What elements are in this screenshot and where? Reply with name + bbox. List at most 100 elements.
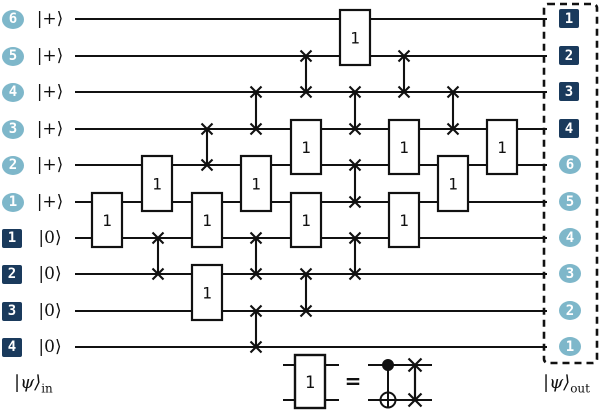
qubit-badge-left-2: 5: [2, 46, 24, 66]
swap-gate: [348, 158, 362, 209]
psi-in-sub: in: [41, 381, 53, 396]
swap-cross-icon: [249, 340, 263, 354]
legend: [283, 353, 432, 410]
gate-label: 1: [497, 138, 507, 157]
swap-cross-icon: [249, 122, 263, 136]
gate-box: 1: [485, 118, 519, 176]
legend-equals-sign: =: [344, 369, 362, 393]
gate-box: 1: [289, 191, 323, 249]
gate-box: 1: [387, 118, 421, 176]
gate-box: 1: [289, 118, 323, 176]
ket-label: |+⟩: [36, 155, 64, 175]
gate-box-rect: [190, 191, 224, 249]
wire-row-left-4: 3 |+⟩: [2, 118, 63, 140]
qubit-badge-right-4: 4: [559, 119, 579, 138]
swap-cross-icon: [397, 85, 411, 99]
cnot-control-dot: [382, 359, 394, 371]
gate-label: 1: [301, 211, 311, 230]
wire-row-left-1: 6 |+⟩: [2, 8, 63, 30]
qubit-badge-right-3: 3: [559, 82, 579, 101]
qubit-badge-right-7: 4: [559, 228, 581, 247]
gate-box-rect: [239, 154, 273, 213]
qubit-badge-left-3: 4: [2, 82, 24, 102]
wire-row-left-7: 1 |0⟩: [2, 227, 62, 249]
swap-cross-icon: [348, 195, 362, 209]
gate-label: 1: [399, 138, 409, 157]
swap-cross-icon: [200, 122, 214, 136]
swap-gate: [299, 49, 313, 99]
swap-gate: [249, 304, 263, 354]
wire-row-left-6: 1 |+⟩: [2, 191, 63, 213]
swap-gate: [397, 49, 411, 99]
ket-label: |+⟩: [36, 46, 64, 66]
swap-gate: [249, 85, 263, 136]
wire-row-left-3: 4 |+⟩: [2, 81, 63, 103]
ket-label: |0⟩: [38, 264, 62, 284]
swaps-layer: [151, 49, 460, 354]
swap-gate: [200, 122, 214, 172]
gates-layer: 1 1 1 1 1 1 1 1 1 1 1 1: [90, 8, 519, 322]
swap-gate: [348, 85, 362, 136]
gate-box-rect: [289, 191, 323, 249]
qubit-badge-left-5: 2: [2, 155, 24, 175]
gate-label: 1: [152, 175, 162, 194]
qubit-badge-left-9: 3: [2, 301, 22, 321]
psi-out-label: |ψ⟩out: [543, 372, 590, 396]
gate-box-rect: [387, 191, 421, 249]
gate-label: 1: [102, 211, 112, 230]
gate-label: 1: [202, 211, 212, 230]
gate-box: 1: [239, 154, 273, 213]
swap-cross-icon: [151, 267, 165, 281]
gate-box: 1: [338, 8, 372, 67]
swap-cross-icon: [348, 122, 362, 136]
qubit-badge-right-8: 3: [559, 264, 581, 283]
swap-cross-icon: [299, 49, 313, 63]
qubit-badge-left-8: 2: [2, 264, 22, 284]
wire-row-left-9: 3 |0⟩: [2, 300, 62, 322]
ket-label: |0⟩: [38, 337, 62, 357]
gate-box-rect: [436, 154, 470, 213]
swap-gate: [446, 85, 460, 136]
swap-cross-icon: [249, 85, 263, 99]
swap-cross-icon: [348, 231, 362, 245]
psi-in-ket: |ψ⟩: [14, 372, 42, 393]
wire-row-left-10: 4 |0⟩: [2, 336, 62, 358]
qubit-badge-right-6: 5: [559, 192, 581, 211]
qubit-badge-right-2: 2: [559, 46, 579, 65]
qubit-badge-right-1: 1: [559, 9, 579, 28]
gate-box: 1: [436, 154, 470, 213]
swap-icon: [407, 357, 423, 408]
gate-box-rect: [190, 263, 224, 322]
swap-cross-icon: [249, 231, 263, 245]
gate-label: 1: [202, 284, 212, 303]
ket-label: |+⟩: [36, 82, 64, 102]
swap-cross-icon: [200, 158, 214, 172]
psi-out-ket: |ψ⟩: [543, 372, 571, 393]
gate-box-rect: [140, 154, 174, 213]
gate-box-rect: [387, 118, 421, 176]
swap-cross-icon: [348, 158, 362, 172]
wire-row-left-5: 2 |+⟩: [2, 154, 63, 176]
swap-cross-icon: [299, 267, 313, 281]
swap-cross-icon: [151, 231, 165, 245]
qubit-badge-left-10: 4: [2, 337, 22, 357]
qubit-badge-right-5: 6: [559, 155, 581, 174]
psi-out-sub: out: [570, 381, 590, 396]
ket-label: |+⟩: [36, 9, 64, 29]
wire-row-left-2: 5 |+⟩: [2, 45, 63, 67]
ket-label: |0⟩: [38, 228, 62, 248]
ket-label: |+⟩: [36, 192, 64, 212]
qubit-badge-left-7: 1: [2, 228, 22, 248]
qubit-badge-left-1: 6: [2, 9, 24, 29]
ket-label: |0⟩: [38, 301, 62, 321]
psi-in-label: |ψ⟩in: [14, 372, 53, 396]
gate-box-rect: [90, 191, 124, 249]
gate-label: 1: [301, 138, 311, 157]
ket-label: |+⟩: [36, 119, 64, 139]
swap-gate: [299, 267, 313, 318]
legend-gate-label: 1: [305, 373, 315, 393]
gate-box-rect: [485, 118, 519, 176]
gate-box: 1: [140, 154, 174, 213]
